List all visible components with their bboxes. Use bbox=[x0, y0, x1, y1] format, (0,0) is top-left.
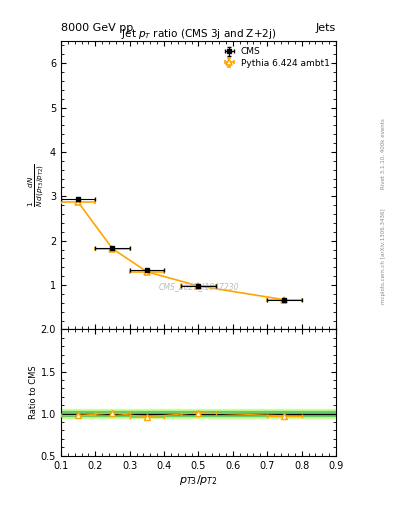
Legend: CMS, Pythia 6.424 ambt1: CMS, Pythia 6.424 ambt1 bbox=[219, 46, 332, 69]
Text: Jets: Jets bbox=[316, 23, 336, 33]
X-axis label: $p_{T3}/p_{T2}$: $p_{T3}/p_{T2}$ bbox=[179, 473, 218, 487]
Text: CMS_2021_I1847230: CMS_2021_I1847230 bbox=[158, 282, 239, 291]
Y-axis label: $\frac{1}{N}\frac{dN}{d(p_{T3}/p_{T2})}$: $\frac{1}{N}\frac{dN}{d(p_{T3}/p_{T2})}$ bbox=[27, 163, 47, 207]
Y-axis label: Ratio to CMS: Ratio to CMS bbox=[29, 366, 38, 419]
Text: mcplots.cern.ch [arXiv:1306.3436]: mcplots.cern.ch [arXiv:1306.3436] bbox=[381, 208, 386, 304]
Text: Rivet 3.1.10, 400k events: Rivet 3.1.10, 400k events bbox=[381, 118, 386, 189]
Text: 8000 GeV pp: 8000 GeV pp bbox=[61, 23, 133, 33]
Title: Jet $p_T$ ratio (CMS 3j and Z+2j): Jet $p_T$ ratio (CMS 3j and Z+2j) bbox=[121, 27, 276, 41]
